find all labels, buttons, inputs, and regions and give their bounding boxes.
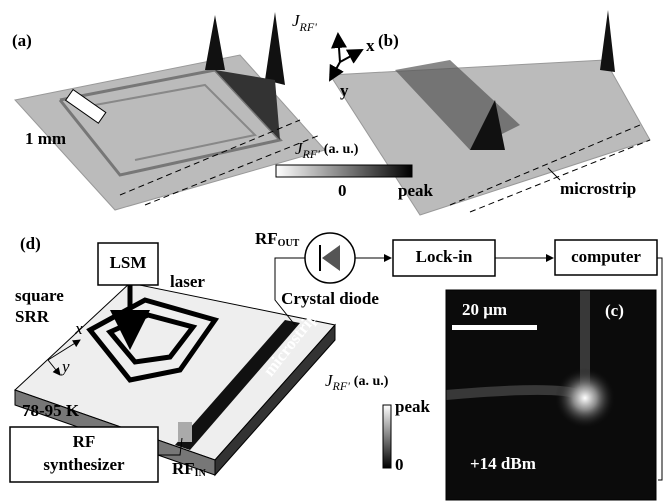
- lockin: Lock-in: [416, 247, 473, 266]
- rf-in: RFIN: [172, 459, 207, 479]
- axis-x: x: [366, 36, 375, 55]
- colorbar-min: 0: [338, 181, 347, 200]
- axis-x: x: [74, 319, 83, 338]
- colorbar-min: 0: [395, 455, 404, 474]
- computer-box: [554, 239, 658, 276]
- text-part: J: [325, 371, 334, 390]
- text-part: (a. u.): [324, 142, 359, 157]
- microstrip-edge: [469, 139, 651, 213]
- text-part: RF': [332, 379, 351, 393]
- diode-symbol: [322, 245, 340, 271]
- wire: [158, 437, 183, 456]
- axis-y: y: [60, 357, 70, 376]
- port: [178, 422, 192, 442]
- synth: RF: [73, 432, 96, 451]
- colorbar-max: peak: [395, 397, 431, 416]
- srr: [86, 297, 220, 383]
- axis-arrow: [339, 49, 364, 64]
- axis-arrow: [47, 359, 61, 376]
- computer: computer: [571, 247, 641, 266]
- axis-y: y: [340, 81, 349, 100]
- temperature: 78-95 K: [22, 401, 80, 420]
- text-part: J: [292, 11, 301, 30]
- rf-out: RFOUT: [255, 229, 300, 249]
- scale-bar: [64, 88, 107, 124]
- colorbar: [275, 164, 413, 178]
- substrate-side: [214, 323, 336, 477]
- wire: [274, 257, 305, 326]
- microstrip-edge: [449, 124, 641, 206]
- peak: [470, 10, 615, 150]
- colorbar: [382, 404, 392, 469]
- text-part: OUT: [278, 238, 300, 249]
- panel-label: (a): [12, 31, 32, 50]
- panel-label: (c): [605, 301, 624, 320]
- text-part: RF': [302, 147, 321, 161]
- axis-arrow: [47, 339, 81, 361]
- power: +14 dBm: [470, 454, 536, 473]
- scale-label: 20 μm: [462, 300, 507, 319]
- colorbar-max: peak: [398, 181, 434, 200]
- hot-spot: [555, 368, 615, 428]
- text-part: RF': [299, 20, 318, 34]
- srr-label: square: [15, 286, 64, 305]
- text-part: J: [295, 139, 304, 158]
- diode-label: Crystal diode: [281, 289, 379, 308]
- srr-label: SRR: [15, 307, 50, 326]
- peak: [205, 12, 285, 85]
- axis-label: JRF': [292, 11, 317, 34]
- laser: laser: [170, 272, 205, 291]
- lsm: LSM: [110, 253, 147, 272]
- scale-bar: [452, 325, 537, 330]
- microstrip-label: microstrip: [560, 179, 636, 198]
- lockin-box: [392, 239, 496, 277]
- pointer: [547, 167, 561, 181]
- colorbar-label: JRF' (a. u.): [325, 371, 389, 393]
- scale-label: 1 mm: [25, 129, 66, 148]
- peak-ridge: [215, 70, 280, 140]
- srr-trace: [94, 83, 258, 161]
- frame: [445, 289, 657, 501]
- synth: synthesizer: [43, 455, 125, 474]
- axis-arrow: [331, 32, 347, 63]
- panel-label: (b): [378, 31, 399, 50]
- microstrip-edge: [144, 134, 321, 206]
- panel-label: (d): [20, 234, 41, 253]
- colorbar-label: JRF' (a. u.): [295, 139, 359, 161]
- text-part: IN: [195, 468, 207, 479]
- lsm-box: [97, 242, 159, 286]
- axis-arrow: [329, 61, 344, 82]
- text-part: RF: [255, 229, 278, 248]
- text-part: (a. u.): [354, 374, 389, 389]
- microstrip: [175, 320, 300, 450]
- text-part: RF: [172, 459, 195, 478]
- microstrip-edge: [119, 119, 301, 196]
- wire: [657, 257, 663, 481]
